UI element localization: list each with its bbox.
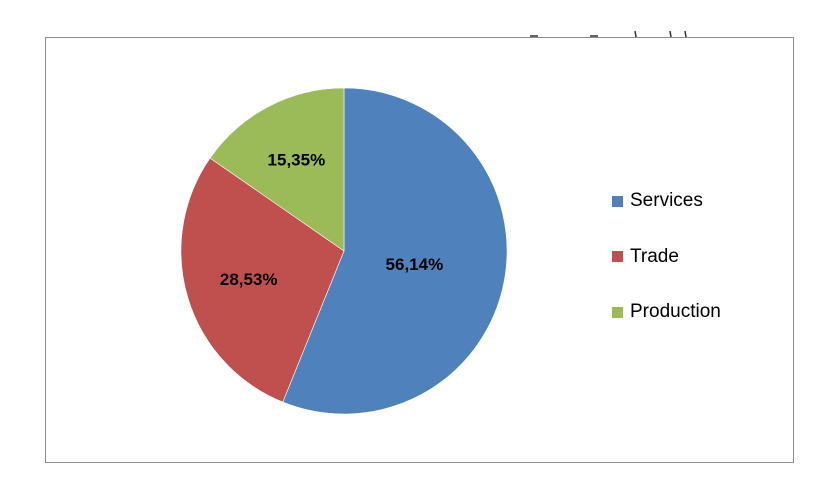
pie-slice-production: [209, 87, 345, 252]
data-label-trade: 28,53%: [220, 270, 278, 289]
pie-slice-services: [282, 87, 508, 415]
legend-label-trade: Trade: [630, 245, 679, 267]
top-edge-artifact: [530, 30, 687, 38]
pie-slices: [180, 87, 508, 415]
pie-data-labels: 56,14% 28,53% 15,35%: [220, 151, 443, 289]
data-label-services: 56,14%: [386, 255, 444, 274]
pie-slice-trade: [180, 157, 345, 403]
legend-swatch-trade: [612, 251, 623, 262]
legend-label-services: Services: [630, 190, 703, 211]
legend-swatch-production: [612, 306, 623, 318]
legend-item-trade: Trade: [612, 242, 782, 272]
legend: Services Trade Production: [612, 186, 782, 353]
legend-swatch-services: [612, 195, 623, 207]
legend-item-services: Services: [612, 186, 782, 216]
legend-label-production: Production: [630, 301, 721, 322]
legend-item-production: Production: [612, 297, 782, 327]
data-label-production: 15,35%: [268, 151, 326, 170]
